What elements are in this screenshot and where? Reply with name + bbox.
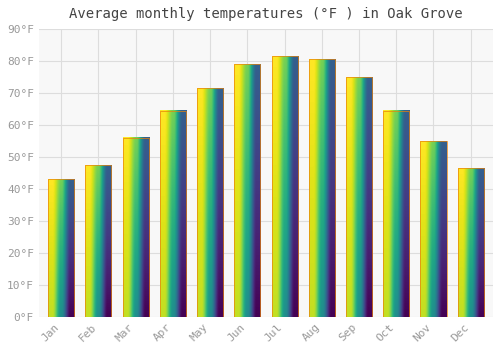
Bar [122,138,148,317]
Bar [160,111,186,317]
Bar [48,179,74,317]
Bar [234,64,260,317]
Bar [308,60,335,317]
Bar [383,111,409,317]
Bar [197,88,223,317]
Bar [86,165,112,317]
Bar [272,56,297,317]
Bar [346,77,372,317]
Title: Average monthly temperatures (°F ) in Oak Grove: Average monthly temperatures (°F ) in Oa… [69,7,462,21]
Bar [458,168,483,317]
Bar [420,141,446,317]
